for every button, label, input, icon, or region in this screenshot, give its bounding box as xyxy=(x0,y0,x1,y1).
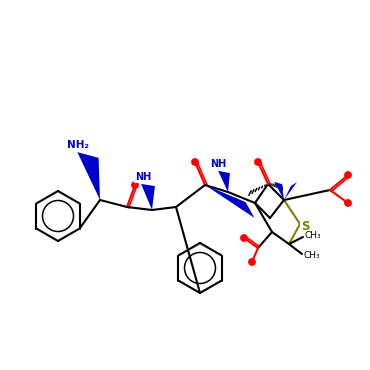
Circle shape xyxy=(255,159,261,165)
Text: S: S xyxy=(301,219,309,232)
Circle shape xyxy=(132,182,138,188)
Polygon shape xyxy=(218,171,230,192)
Text: NH: NH xyxy=(135,172,151,182)
Polygon shape xyxy=(284,182,297,200)
Polygon shape xyxy=(77,152,100,200)
Circle shape xyxy=(249,259,255,265)
Circle shape xyxy=(345,200,351,206)
Circle shape xyxy=(241,235,247,241)
Circle shape xyxy=(345,172,351,178)
Polygon shape xyxy=(274,182,284,200)
Text: CH₃: CH₃ xyxy=(304,252,320,260)
Text: NH₂: NH₂ xyxy=(67,140,89,150)
Polygon shape xyxy=(141,184,155,210)
Circle shape xyxy=(192,159,198,165)
Text: NH: NH xyxy=(210,159,226,169)
Polygon shape xyxy=(205,185,254,218)
Text: CH₃: CH₃ xyxy=(305,231,321,239)
